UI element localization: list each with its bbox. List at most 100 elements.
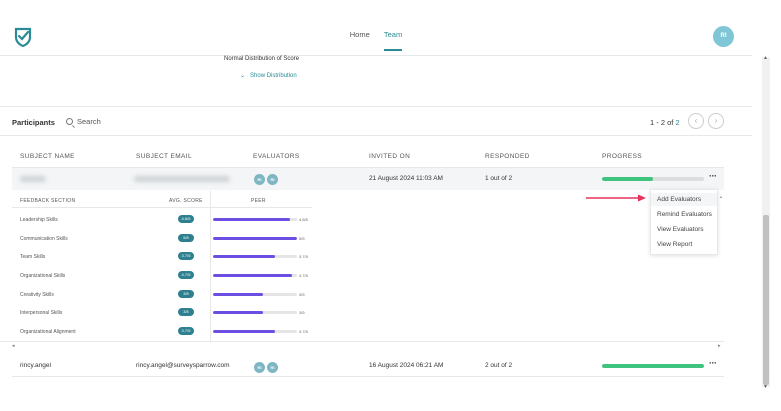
peer-score-fill xyxy=(213,330,276,333)
peer-score-value: 4.6/5 xyxy=(299,217,308,222)
responded: 2 out of 2 xyxy=(485,362,513,369)
show-distribution-link[interactable]: ⌄ Show Distribution xyxy=(240,72,297,79)
search-button[interactable]: Search xyxy=(66,117,101,126)
invited-on: 16 August 2024 06:21 AM xyxy=(369,362,444,369)
divider xyxy=(0,341,724,342)
feedback-section-label: Organizational Alignment xyxy=(20,329,76,335)
table-row[interactable]: rincy.angel rincy.angel@surveysparrow.co… xyxy=(12,355,724,377)
chevron-left-icon: ‹ xyxy=(694,116,698,125)
evaluator-avatar[interactable]: RI xyxy=(267,174,278,185)
evaluator-avatar[interactable]: RI xyxy=(267,362,278,373)
peer-score-value: 3/5 xyxy=(299,310,305,315)
avg-score-badge: 3.7/5 xyxy=(178,327,194,335)
progress-fill xyxy=(602,177,653,181)
feedback-section-label: Leadership Skills xyxy=(20,217,58,223)
prev-page-button[interactable]: ‹ xyxy=(688,113,704,129)
peer-header: PEER xyxy=(251,198,266,204)
peer-score-bar xyxy=(213,218,297,221)
row-actions-menu: Add Evaluators Remind Evaluators View Ev… xyxy=(650,189,718,255)
progress-fill xyxy=(602,364,704,368)
subject-name: rincy.angel xyxy=(20,362,51,369)
responded: 1 out of 2 xyxy=(485,175,513,182)
top-bar: Home Team RI xyxy=(0,0,752,56)
divider xyxy=(12,207,312,208)
menu-add-evaluators[interactable]: Add Evaluators xyxy=(651,193,717,206)
avg-score-badge: 3/5 xyxy=(178,290,194,298)
feedback-section-header: FEEDBACK SECTION xyxy=(20,198,76,204)
menu-view-evaluators[interactable]: View Evaluators xyxy=(657,226,704,233)
evaluator-avatar[interactable]: RI xyxy=(254,362,265,373)
red-arrow-icon xyxy=(586,194,646,202)
scroll-thumb[interactable] xyxy=(763,215,769,385)
more-options-icon[interactable]: ··· xyxy=(709,358,717,368)
progress-bar xyxy=(602,177,704,181)
peer-score-bar xyxy=(213,330,297,333)
peer-score-value: 3/5 xyxy=(299,292,305,297)
menu-scroll-icon[interactable]: ▴ xyxy=(720,194,723,199)
pagination-total: 2 xyxy=(675,118,680,127)
feedback-section-label: Interpersonal Skills xyxy=(20,310,63,316)
scroll-up-icon[interactable]: ▲ xyxy=(763,55,768,61)
avg-score-badge: 5/5 xyxy=(178,234,194,242)
more-options-icon[interactable]: ··· xyxy=(709,171,717,181)
peer-score-fill xyxy=(213,274,292,277)
scroll-left-icon[interactable]: ◂ xyxy=(12,343,15,349)
nav-home[interactable]: Home xyxy=(349,30,370,39)
peer-score-fill xyxy=(213,255,276,258)
next-page-button[interactable]: › xyxy=(708,113,724,129)
col-invited-on: INVITED ON xyxy=(369,153,411,160)
peer-score-fill xyxy=(213,293,264,296)
main-nav: Home Team xyxy=(0,30,752,51)
peer-score-value: 5/5 xyxy=(299,236,305,241)
subject-name-redacted xyxy=(20,176,46,182)
divider xyxy=(12,167,724,168)
col-subject-name: SUBJECT NAME xyxy=(20,153,75,160)
col-evaluators: EVALUATORS xyxy=(253,153,300,160)
col-progress: PROGRESS xyxy=(602,153,643,160)
feedback-panel: FEEDBACK SECTION AVG. SCORE PEER Leaders… xyxy=(12,191,312,341)
subject-email-redacted xyxy=(134,176,230,182)
divider xyxy=(210,191,211,341)
peer-score-bar xyxy=(213,311,297,314)
peer-score-bar xyxy=(213,237,297,240)
col-responded: RESPONDED xyxy=(485,153,530,160)
peer-score-fill xyxy=(213,237,297,240)
menu-remind-evaluators[interactable]: Remind Evaluators xyxy=(657,211,712,218)
evaluator-avatar[interactable]: RI xyxy=(254,174,265,185)
distribution-title: Normal Distribution of Score xyxy=(224,56,300,62)
peer-score-bar xyxy=(213,274,297,277)
feedback-section-label: Communication Skills xyxy=(20,236,68,242)
feedback-section-label: Team Skills xyxy=(20,254,46,260)
subject-email: rincy.angel@surveysparrow.com xyxy=(136,362,230,369)
peer-score-value: 3.7/5 xyxy=(299,254,308,259)
participants-bar: Participants Search 1 - 2 of 2 ‹ › xyxy=(0,106,752,136)
logo-icon[interactable] xyxy=(12,26,34,48)
avg-score-badge: 4.7/5 xyxy=(178,271,194,279)
chevron-right-icon: › xyxy=(714,116,718,125)
peer-score-bar xyxy=(213,293,297,296)
avg-score-badge: 4.6/5 xyxy=(178,215,194,223)
table-row[interactable]: RI RI 21 August 2024 11:03 AM 1 out of 2… xyxy=(12,168,724,190)
progress-bar xyxy=(602,364,704,368)
nav-team[interactable]: Team xyxy=(383,30,403,51)
avg-score-header: AVG. SCORE xyxy=(169,198,203,204)
chevron-down-icon: ⌄ xyxy=(240,73,246,79)
col-subject-email: SUBJECT EMAIL xyxy=(136,153,193,160)
peer-score-fill xyxy=(213,311,264,314)
invited-on: 21 August 2024 11:03 AM xyxy=(369,175,443,182)
peer-score-value: 4.7/5 xyxy=(299,273,308,278)
peer-score-fill xyxy=(213,218,291,221)
user-avatar[interactable]: RI xyxy=(713,26,734,47)
pagination-prefix: 1 - 2 of xyxy=(650,118,676,127)
search-label: Search xyxy=(77,117,101,126)
scroll-down-icon[interactable]: ▼ xyxy=(763,384,768,390)
avg-score-badge: 3/5 xyxy=(178,308,194,316)
vertical-scrollbar[interactable]: ▲ ▼ xyxy=(752,0,781,411)
horizontal-scrollbar[interactable]: ◂ ▸ xyxy=(12,343,724,350)
peer-score-bar xyxy=(213,255,297,258)
feedback-section-label: Organizational Skills xyxy=(20,273,66,279)
scroll-right-icon[interactable]: ▸ xyxy=(718,343,721,349)
pagination-info: 1 - 2 of 2 xyxy=(650,118,680,127)
menu-view-report[interactable]: View Report xyxy=(657,241,693,248)
